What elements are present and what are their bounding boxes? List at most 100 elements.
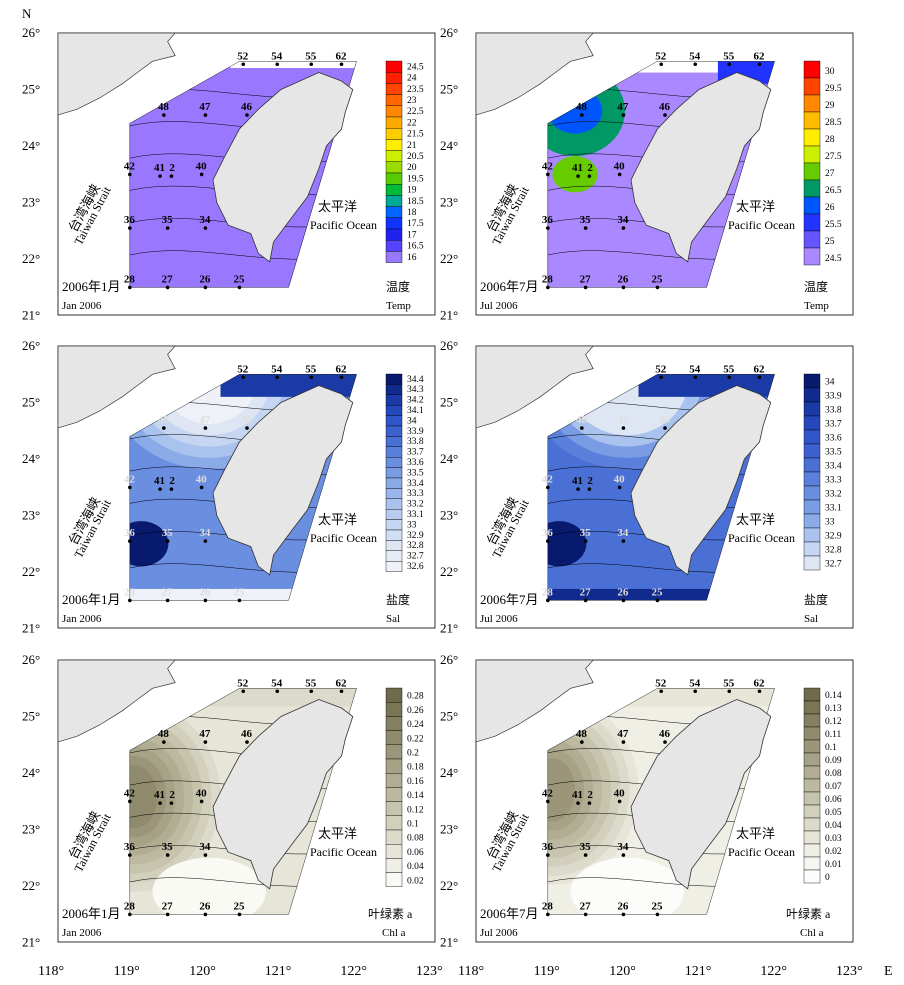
station-dot: [203, 912, 208, 917]
chl-south-low: [570, 857, 684, 915]
station-dot: [546, 853, 550, 857]
date-label-en: Jul 2006: [480, 613, 518, 625]
station-dot: [203, 853, 208, 857]
legend-level: 0.13: [825, 704, 842, 714]
legend-swatch: [803, 387, 821, 403]
ocean-label-cn: 太平洋: [736, 199, 775, 214]
legend-swatch: [803, 778, 821, 793]
lat-tick-label: 25°: [440, 709, 458, 724]
station-dot: [546, 172, 550, 177]
ocean-label-cn: 太平洋: [736, 512, 775, 527]
legend-swatch: [385, 172, 403, 185]
china-coast: [475, 659, 594, 743]
legend-level: 0.01: [825, 860, 842, 870]
legend-level: 32.7: [825, 560, 842, 570]
station-dot: [757, 62, 762, 67]
legend-level: 24.5: [825, 254, 842, 264]
station-label: 47: [199, 728, 211, 740]
legend-level: 0.02: [407, 876, 424, 886]
station-label: 54: [271, 363, 283, 375]
legend-level: 0.03: [825, 834, 842, 844]
station-dot: [241, 689, 246, 694]
cold-spot: [552, 156, 598, 193]
station-label: 26: [617, 586, 629, 598]
station-label: 42: [124, 787, 136, 799]
legend-swatch: [803, 401, 821, 417]
station-label: 55: [305, 363, 317, 375]
station-label: 54: [689, 363, 701, 375]
legend-swatch: [385, 94, 403, 106]
lat-tick-label: 22°: [440, 878, 458, 893]
station-dot: [158, 487, 162, 491]
lon-tick-label: 118°: [458, 964, 484, 979]
legend-level: 23: [407, 96, 417, 106]
legend-swatch: [385, 251, 403, 263]
station-dot: [580, 113, 584, 117]
legend-level: 33.5: [407, 468, 424, 478]
survey-outline: [129, 61, 357, 288]
station-dot: [128, 598, 132, 603]
station-dot: [339, 375, 344, 380]
station-label: 25: [233, 586, 245, 598]
lat-tick-label: 24°: [22, 765, 40, 780]
legend-swatch: [385, 744, 403, 760]
legend-swatch: [385, 217, 403, 230]
legend-level: 0.28: [407, 692, 424, 702]
lat-tick-label: 26°: [22, 338, 40, 353]
south-sal: [547, 588, 775, 601]
station-dot: [546, 799, 550, 804]
ocean-label-cn: 太平洋: [318, 512, 357, 527]
date-label-cn: 2006年7月: [480, 592, 539, 607]
ocean-label-en: Pacific Ocean: [310, 845, 377, 859]
survey-outline: [547, 688, 775, 915]
station-label: 2: [169, 789, 175, 801]
lat-tick-label: 23°: [22, 822, 40, 837]
station-dot: [693, 689, 698, 694]
station-dot: [245, 740, 249, 744]
legend-level: 22: [407, 118, 417, 128]
legend-swatch: [803, 513, 821, 529]
lat-tick-label: 26°: [440, 652, 458, 667]
variable-label-cn: 叶绿素 a: [368, 906, 413, 921]
station-dot: [587, 487, 592, 491]
legend-level: 20.5: [407, 152, 424, 162]
station-label: 35: [580, 841, 592, 853]
variable-label-en: Sal: [386, 613, 400, 625]
station-dot: [165, 853, 170, 857]
station-dot: [241, 62, 246, 67]
station-dot: [169, 487, 174, 491]
station-dot: [621, 285, 626, 290]
lat-tick-label: 22°: [440, 251, 458, 266]
station-dot: [199, 172, 204, 177]
legend-swatch: [385, 529, 403, 541]
legend-swatch: [803, 555, 821, 571]
station-dot: [617, 799, 622, 804]
legend-swatch: [385, 195, 403, 207]
legend-level: 33.6: [825, 434, 842, 444]
station-dot: [275, 689, 280, 694]
china-coast: [475, 345, 594, 429]
lon-tick-label: 122°: [340, 964, 367, 979]
station-label: 36: [542, 214, 554, 226]
legend-swatch: [803, 162, 821, 181]
legend-level: 33.9: [407, 427, 424, 437]
survey-outline: [129, 688, 357, 915]
station-label: 47: [199, 414, 211, 426]
station-dot: [203, 539, 208, 543]
legend-level: 21.5: [407, 130, 424, 140]
station-label: 47: [617, 414, 629, 426]
station-label: 62: [336, 363, 348, 375]
station-dot: [203, 113, 208, 117]
station-label: 54: [271, 50, 283, 62]
legend-level: 34: [825, 378, 835, 388]
variable-label-cn: 温度: [386, 279, 410, 294]
lon-tick-label: 119°: [534, 964, 560, 979]
legend-level: 26: [825, 203, 835, 213]
legend-swatch: [803, 869, 821, 884]
station-label: 55: [723, 50, 735, 62]
legend-swatch: [803, 111, 821, 130]
station-label: 25: [233, 900, 245, 912]
legend-swatch: [385, 228, 403, 241]
south-sal: [129, 588, 357, 601]
